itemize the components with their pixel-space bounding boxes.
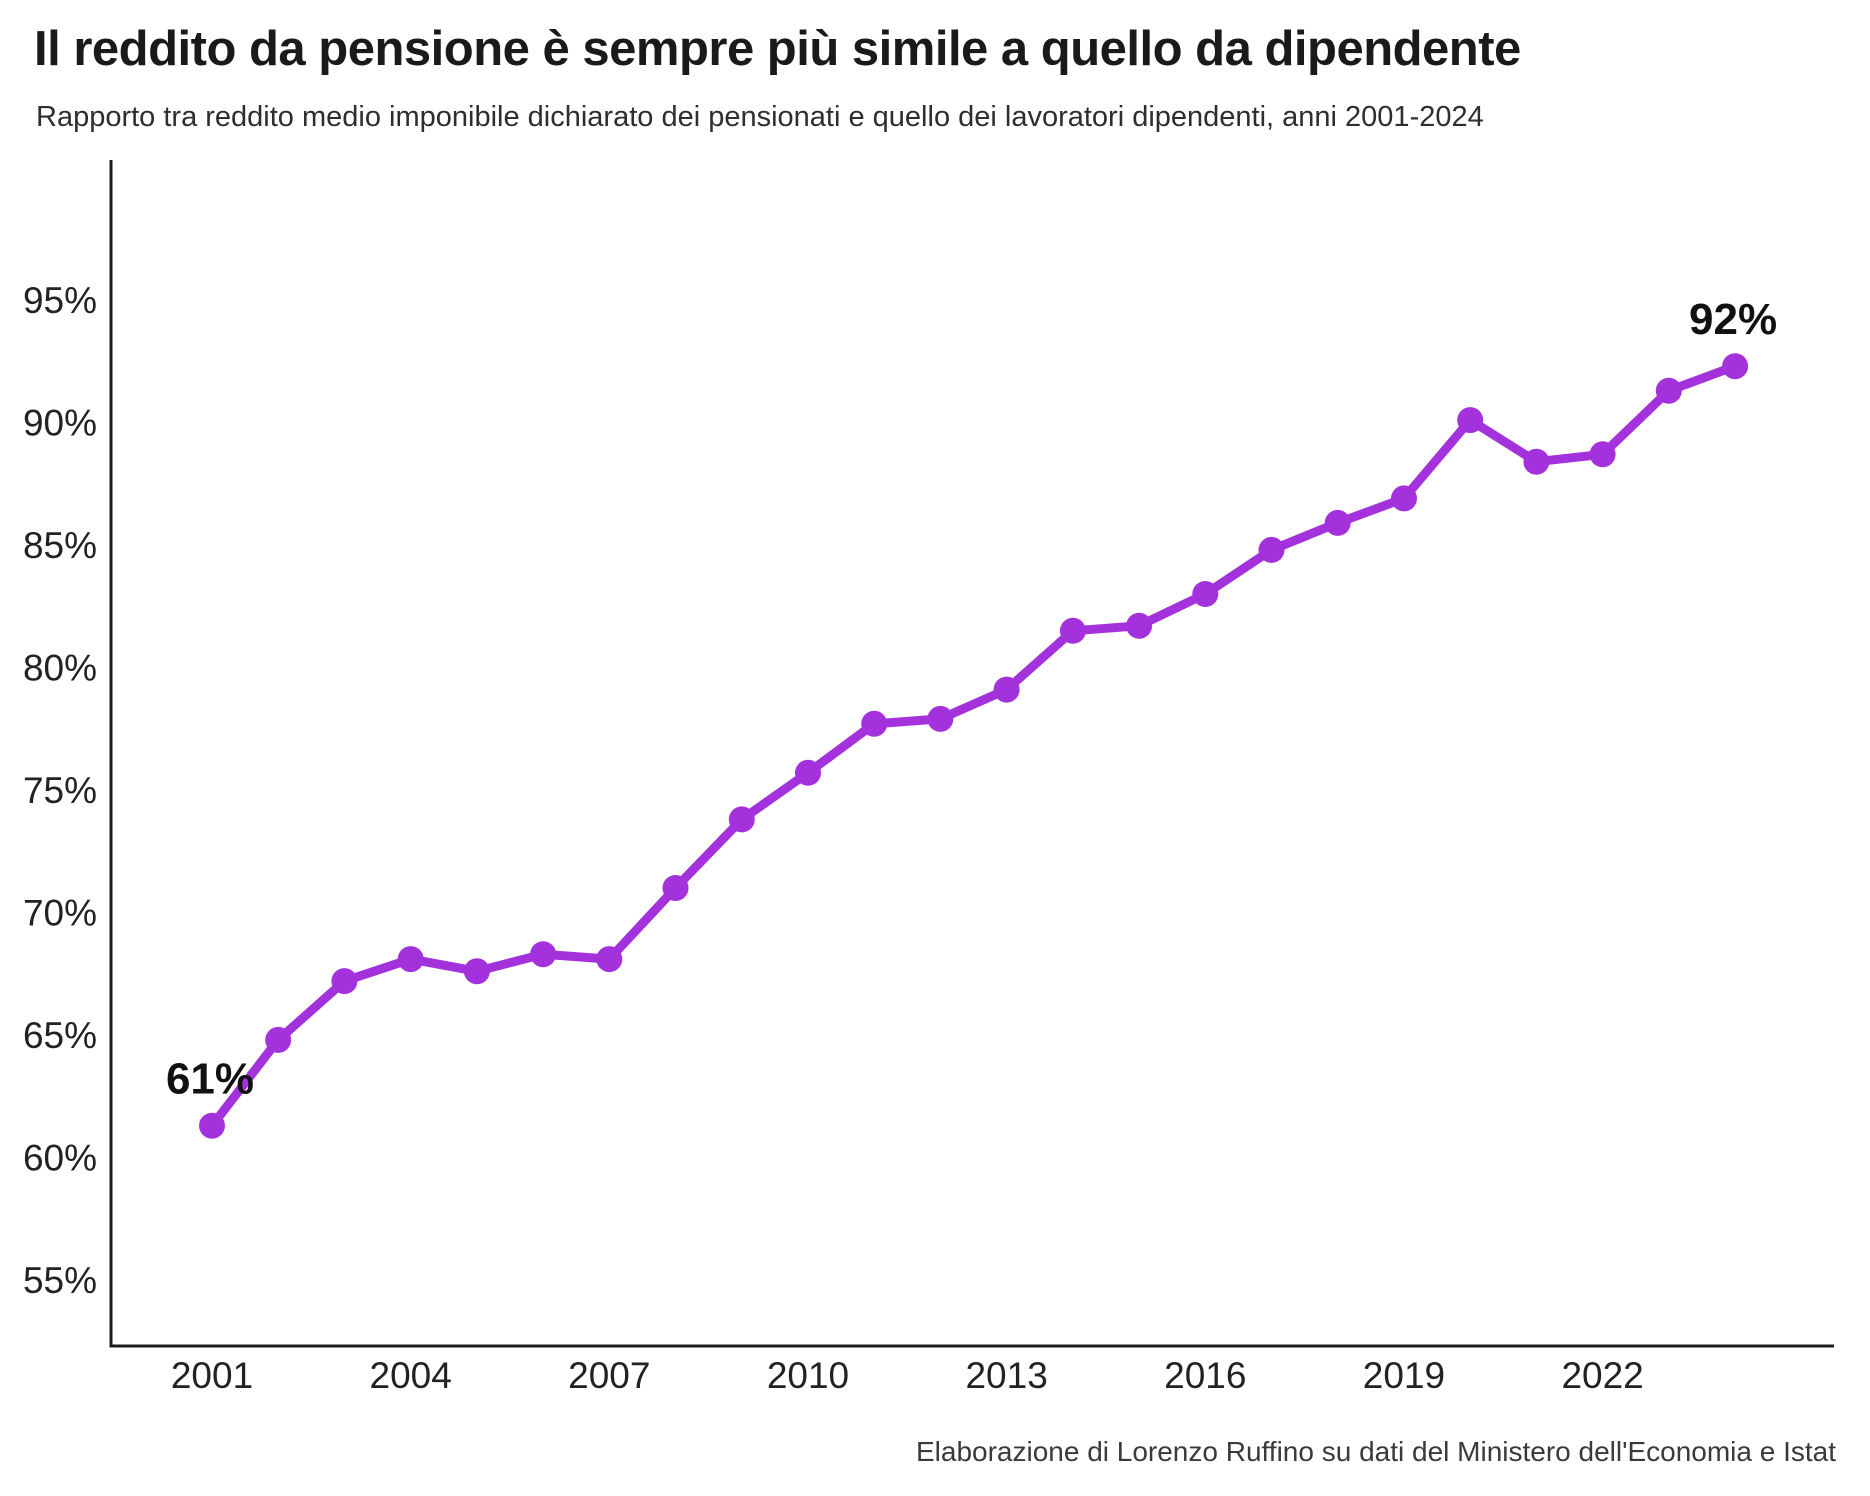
trend-line: [207, 361, 1740, 1131]
data-point-2011: [861, 710, 888, 737]
data-point-2002: [265, 1026, 292, 1053]
data-point-2024: [1722, 353, 1749, 380]
x-tick-label: 2013: [965, 1355, 1047, 1396]
y-tick-label: 80%: [23, 648, 97, 689]
data-point-2015: [1126, 612, 1153, 639]
x-tick-label: 2004: [370, 1355, 452, 1396]
data-point-2013: [993, 676, 1020, 703]
y-tick-label: 90%: [23, 403, 97, 444]
value-label-2024: 92%: [1689, 295, 1777, 344]
data-point-2010: [795, 759, 821, 786]
data-point-2006: [530, 941, 557, 968]
data-point-2003: [331, 968, 358, 995]
data-point-2016: [1192, 581, 1219, 607]
data-point-2009: [728, 806, 755, 833]
data-point-2012: [927, 705, 954, 732]
data-point-2022: [1589, 441, 1616, 468]
x-tick-label: 2010: [767, 1355, 849, 1396]
x-tick-label: 2019: [1363, 1355, 1445, 1396]
y-tick-label: 85%: [23, 525, 97, 566]
data-point-2005: [463, 958, 490, 985]
chart-title: Il reddito da pensione è sempre più simi…: [34, 22, 1521, 76]
x-tick-label: 2007: [568, 1355, 650, 1396]
data-point-2007: [596, 946, 623, 973]
x-tick-label: 2016: [1164, 1355, 1246, 1396]
value-label-2001: 61%: [166, 1055, 254, 1104]
y-tick-label: 65%: [23, 1015, 97, 1056]
data-point-2020: [1457, 407, 1484, 434]
data-point-2004: [397, 946, 424, 973]
data-point-2019: [1391, 485, 1417, 512]
source-credit: Elaborazione di Lorenzo Ruffino su dati …: [915, 1436, 1836, 1467]
y-tick-label: 60%: [23, 1138, 97, 1179]
y-tick-label: 70%: [23, 893, 97, 934]
chart-subtitle: Rapporto tra reddito medio imponibile di…: [36, 101, 1484, 133]
y-tick-label: 75%: [23, 770, 97, 811]
data-point-2023: [1655, 377, 1682, 404]
x-tick-label: 2022: [1561, 1355, 1643, 1396]
y-tick-label: 95%: [23, 280, 97, 321]
data-point-2001: [199, 1112, 225, 1139]
data-point-2017: [1258, 536, 1285, 563]
data-point-2014: [1059, 617, 1086, 644]
axis-lines: [109, 160, 1834, 1348]
data-point-2018: [1324, 509, 1351, 536]
x-tick-label: 2001: [171, 1355, 253, 1396]
data-point-2008: [662, 875, 689, 901]
data-point-2021: [1523, 448, 1550, 475]
y-tick-label: 55%: [23, 1260, 97, 1301]
